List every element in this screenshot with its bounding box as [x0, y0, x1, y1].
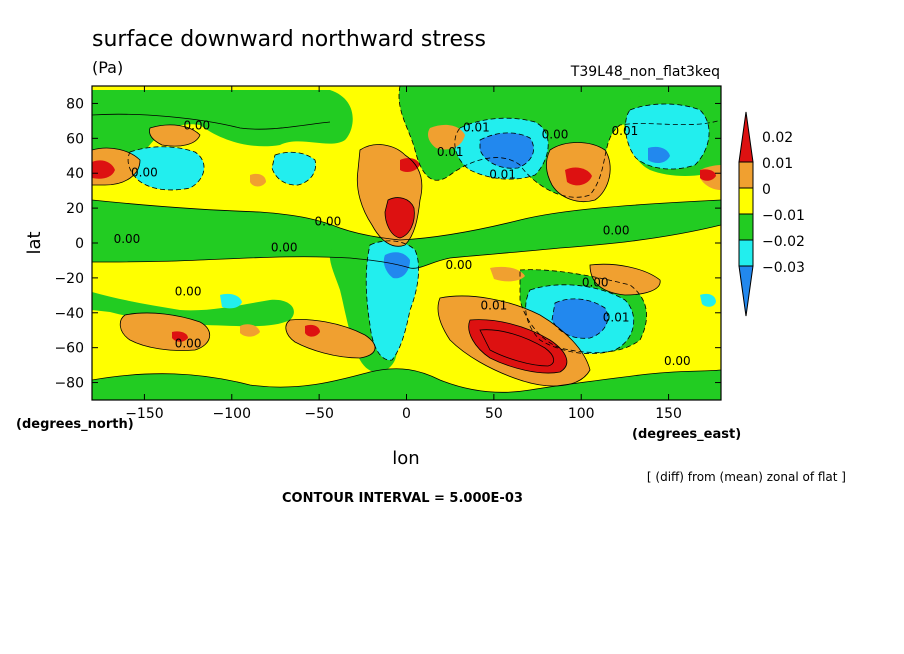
- contour-label: 0.00: [315, 215, 342, 229]
- contour-interval-note: CONTOUR INTERVAL = 5.000E-03: [282, 491, 523, 506]
- chart-title: surface downward northward stress: [92, 27, 486, 52]
- y-tick-label: 40: [66, 166, 84, 182]
- y-tick-label: 0: [75, 236, 84, 252]
- colorbar-label: −0.03: [762, 260, 805, 276]
- units-label: (Pa): [92, 58, 123, 77]
- y-tick-label: −40: [54, 306, 84, 322]
- x-axis-title: lon: [392, 448, 419, 469]
- contour-label: 0.00: [175, 284, 202, 298]
- y-tick-label: −20: [54, 271, 84, 287]
- x-axis: −150 −100 −50 0 50 100 150: [125, 86, 682, 422]
- diff-note: [ (diff) from (mean) zonal of flat ]: [647, 470, 846, 484]
- contour-label: 0.00: [582, 276, 609, 290]
- x-tick-label: 0: [402, 406, 411, 422]
- colorbar: 0.02 0.01 0 −0.01 −0.02 −0.03: [738, 111, 805, 317]
- y-tick-label: −80: [54, 376, 84, 392]
- contour-label: 0.00: [183, 119, 210, 133]
- contour-label: 0.00: [446, 258, 473, 272]
- y-tick-label: 20: [66, 201, 84, 217]
- colorbar-label: −0.02: [762, 234, 805, 250]
- experiment-label: T39L48_non_flat3keq: [570, 64, 720, 80]
- negative-level-3: [383, 132, 670, 339]
- contour-label: 0.00: [664, 354, 691, 368]
- x-tick-label: 100: [568, 406, 595, 422]
- colorbar-swatch: [738, 161, 754, 189]
- contour-label: 0.01: [463, 120, 490, 134]
- contour-labels: 0.00 0.00 0.00 0.00 0.00 0.00 0.00 0.01 0.01 0.01…: [114, 119, 691, 369]
- colorbar-label: 0: [762, 182, 771, 198]
- contour-label: 0.01: [489, 167, 516, 181]
- y-tick-label: 60: [66, 131, 84, 147]
- colorbar-label: 0.02: [762, 130, 793, 146]
- colorbar-label: −0.01: [762, 208, 805, 224]
- x-tick-label: 150: [655, 406, 682, 422]
- contour-label: 0.00: [603, 223, 630, 237]
- contour-label: 0.01: [603, 311, 630, 325]
- colorbar-swatch: [738, 213, 754, 241]
- x-tick-label: −50: [304, 406, 334, 422]
- y-axis-title: lat: [24, 231, 45, 254]
- contour-label: 0.00: [542, 127, 569, 141]
- y-axis-units: (degrees_north): [16, 417, 134, 432]
- x-tick-label: −100: [213, 406, 251, 422]
- contour-label: 0.00: [131, 166, 158, 180]
- y-axis: −80 −60 −40 −20 0 20 40 60 80: [54, 96, 721, 392]
- contour-lines: [92, 113, 721, 393]
- plot-area: 0.00 0.00 0.00 0.00 0.00 0.00 0.00 0.01 0.01 0.01…: [92, 86, 721, 400]
- colorbar-top-arrow: [738, 111, 754, 163]
- contour-label: 0.01: [481, 298, 508, 312]
- y-tick-label: 80: [66, 96, 84, 112]
- colorbar-label: 0.01: [762, 156, 793, 172]
- colorbar-swatch: [738, 239, 754, 267]
- x-tick-label: −150: [125, 406, 163, 422]
- colorbar-bottom-arrow: [738, 265, 754, 317]
- contour-label: 0.00: [175, 337, 202, 351]
- contour-label: 0.01: [612, 124, 639, 138]
- x-tick-label: 50: [485, 406, 503, 422]
- y-tick-label: −60: [54, 341, 84, 357]
- x-axis-units: (degrees_east): [632, 427, 741, 442]
- positive-level-3: [92, 157, 716, 374]
- contour-label: 0.01: [437, 145, 464, 159]
- negative-contour-lines: [127, 86, 721, 361]
- colorbar-swatch: [738, 187, 754, 215]
- contour-label: 0.00: [271, 241, 298, 255]
- contour-label: 0.00: [114, 232, 141, 246]
